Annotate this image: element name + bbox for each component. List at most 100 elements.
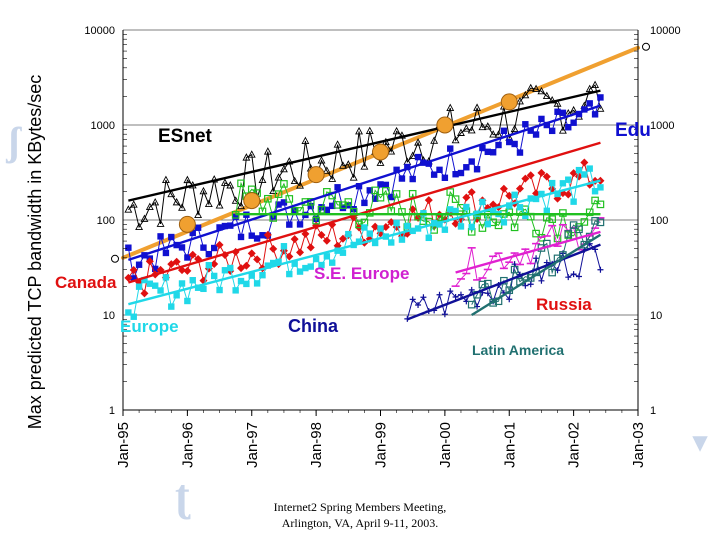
data-point — [414, 138, 423, 146]
data-point — [542, 91, 551, 100]
data-point — [334, 247, 341, 254]
fit-line-edu — [127, 104, 601, 262]
data-point — [473, 166, 481, 173]
data-point — [548, 268, 556, 277]
data-point — [360, 162, 369, 170]
data-point — [178, 280, 186, 287]
data-point — [275, 258, 282, 266]
data-point — [522, 121, 529, 128]
data-point — [564, 190, 573, 199]
data-point — [570, 198, 577, 205]
data-point — [355, 182, 363, 190]
data-point — [510, 223, 519, 232]
data-point — [565, 176, 572, 183]
y-tick-label-left: 100 — [97, 215, 115, 227]
data-point — [538, 115, 545, 123]
data-point — [532, 195, 540, 203]
data-point — [388, 239, 395, 246]
trend-markers — [178, 93, 518, 233]
x-tick-label: Jan-98 — [308, 422, 325, 468]
data-point — [495, 141, 502, 149]
data-point — [446, 188, 455, 196]
data-point — [184, 254, 191, 261]
data-point — [365, 126, 374, 135]
data-point — [548, 179, 556, 187]
data-point — [178, 244, 186, 251]
data-point — [264, 262, 272, 269]
data-point — [559, 109, 567, 117]
data-point — [596, 200, 605, 209]
data-point — [425, 160, 432, 167]
data-point — [135, 222, 144, 231]
data-point — [570, 119, 577, 126]
series-edu — [125, 94, 604, 282]
data-point — [371, 222, 380, 231]
series-esnet — [124, 80, 605, 231]
data-point — [581, 171, 588, 178]
data-point — [451, 219, 460, 228]
data-point — [575, 273, 582, 280]
series-label: ESnet — [158, 126, 213, 147]
data-point — [575, 110, 583, 118]
data-point — [200, 285, 207, 293]
data-point — [457, 128, 465, 136]
data-point — [382, 187, 390, 195]
trend-end-circle-right — [642, 42, 650, 51]
data-point — [467, 125, 476, 134]
data-point — [296, 268, 304, 275]
data-point — [510, 124, 519, 133]
data-point — [484, 220, 491, 228]
data-point — [317, 230, 326, 239]
data-point — [479, 144, 486, 152]
data-point — [162, 249, 170, 257]
data-point — [597, 94, 604, 101]
data-point — [565, 124, 572, 131]
data-point — [231, 196, 240, 204]
data-point — [569, 221, 578, 229]
data-point — [317, 205, 326, 214]
data-point — [124, 205, 133, 213]
data-point — [484, 148, 491, 156]
data-point — [398, 175, 406, 182]
data-point — [243, 280, 250, 288]
data-point — [296, 248, 305, 257]
data-point — [322, 166, 331, 174]
watermark-glyph-3: ▾ — [693, 427, 708, 458]
data-point — [194, 210, 203, 218]
data-point — [494, 130, 503, 138]
data-point — [408, 151, 417, 159]
data-point — [247, 150, 256, 158]
trend-marker — [500, 93, 518, 111]
data-point — [597, 266, 604, 273]
data-point — [398, 131, 406, 139]
data-point — [489, 208, 497, 215]
data-point — [409, 175, 416, 183]
data-point — [452, 293, 459, 300]
data-point — [392, 190, 401, 198]
data-point — [210, 272, 218, 280]
data-point — [447, 206, 454, 213]
series-line-esnet — [128, 84, 601, 229]
data-point — [237, 201, 245, 210]
fit-line-russia — [455, 230, 601, 274]
data-point — [451, 135, 460, 144]
data-point — [371, 186, 379, 195]
data-point — [168, 303, 175, 310]
y-tick-label-left: 1 — [109, 405, 115, 417]
x-tick-label: Jan-96 — [179, 422, 196, 468]
data-point — [537, 168, 546, 177]
data-point — [489, 149, 497, 156]
data-point — [338, 234, 347, 243]
data-point — [591, 111, 599, 118]
fit-line-esnet — [128, 89, 601, 202]
data-point — [463, 203, 470, 211]
data-point — [259, 232, 266, 239]
data-point — [253, 235, 261, 242]
data-point — [301, 136, 310, 145]
data-point — [135, 261, 143, 268]
data-point — [248, 272, 255, 279]
data-point — [242, 261, 251, 270]
series-labels: ESnet Edu Canada S.E. Europe Europe China Russ… — [55, 120, 651, 358]
data-point — [393, 166, 400, 174]
data-point — [591, 188, 599, 195]
